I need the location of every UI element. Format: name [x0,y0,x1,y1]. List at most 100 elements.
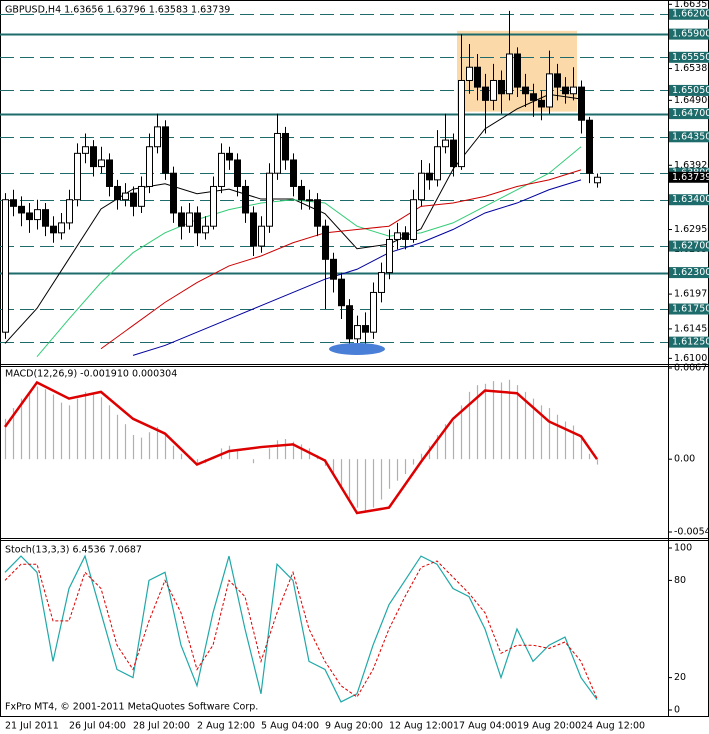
frame [0,0,709,717]
y-tick-label: 0.006774 [674,363,709,374]
candle-body [42,209,49,227]
candle-body [130,192,137,207]
x-tick-label: 26 Jul 04:00 [69,721,126,732]
level-label-bg [669,51,709,63]
candle-body [74,152,81,201]
candle-body [410,199,417,240]
candle-body [210,185,217,227]
candle-body [98,159,105,168]
candle-body [82,146,89,154]
x-tick-label: 28 Jul 20:00 [133,721,190,732]
candle-body [562,86,569,95]
candle-body [226,152,233,161]
y-tick-label: 1.62950 [674,224,709,235]
highlight-ellipse [329,343,385,355]
candle-body [434,146,441,181]
candle-body [290,159,297,187]
level-label: 1.66200 [672,9,709,20]
candle-body [10,199,17,207]
candle-body [570,86,577,95]
x-tick-label: 5 Aug 04:00 [261,721,319,732]
candle-body [514,53,521,88]
candle-body [274,132,281,174]
candle-body [530,93,537,101]
candle-body [594,176,601,184]
candle-body [138,185,145,207]
x-tick-label: 21 Jul 2011 [5,721,59,732]
candle-body [26,212,33,221]
candle-body [258,225,265,247]
candle-body [298,185,305,201]
level-label-bg [669,194,709,206]
x-tick-label: 17 Aug 04:00 [453,721,517,732]
level-label: 1.64700 [672,108,709,119]
candle-body [330,258,337,280]
level-label: 1.65550 [672,52,709,63]
candle-body [170,172,177,214]
candle-body [546,73,553,108]
macd-signal [3,380,599,515]
candle-body [498,79,505,95]
candle-body [466,66,473,81]
candle-body [154,126,161,148]
level-label: 1.61750 [672,304,709,315]
candle-body [250,212,257,247]
candle-body [234,159,241,187]
candle-body [402,232,409,240]
y-tick-label: 1.61975 [674,289,709,300]
candle-body [202,225,209,234]
chart-title: GBPUSD,H4 1.63656 1.63796 1.63583 1.6373… [5,5,230,16]
candle-body [162,126,169,174]
candle-body [322,225,329,260]
candle-body [146,146,153,187]
level-label: 1.62700 [672,241,709,252]
candle-body [266,172,273,227]
candle-body [522,86,529,95]
moving-average [100,169,582,350]
y-tick-label: 80 [674,575,686,586]
candle-body [426,172,433,181]
level-label: 1.65050 [672,85,709,96]
y-tick-label: 1.65380 [674,63,709,74]
stoch-title: Stoch(13,3,3) 6.4536 7.0687 [5,545,142,556]
candle-body [578,86,585,121]
footer: FxPro MT4, © 2001-2011 MetaQuotes Softwa… [5,702,258,713]
level-label-bg [669,108,709,120]
candle-body [482,86,489,101]
candle-body [474,66,481,88]
candle-body [90,146,97,168]
candle-body [34,209,41,221]
x-tick-label: 19 Aug 20:00 [517,721,581,732]
candle-body [194,212,201,234]
candle-body [378,272,385,293]
candle-body [66,199,73,224]
candle-body [242,185,249,214]
candle-body [314,199,321,227]
candle-body [418,172,425,201]
macd-title: MACD(12,26,9) -0.001910 0.000304 [5,369,177,380]
candle-body [386,238,393,274]
candle-body [50,225,57,234]
candle-body [306,199,313,202]
candle-body [282,132,289,161]
y-tick-label: 1.61450 [674,323,709,334]
candle-body [122,192,129,201]
x-tick-label: 24 Aug 12:00 [581,721,645,732]
y-tick-label: 0.00 [674,454,695,465]
level-label-bg [669,240,709,252]
stoch-signal [4,560,598,699]
candle-body [370,291,377,333]
candle-body [586,119,593,174]
y-tick-label: 1.64900 [674,95,709,106]
level-label-bg [669,267,709,279]
level-label-bg [669,336,709,348]
moving-average [132,179,582,356]
candle-body [2,199,9,333]
candle-body [178,212,185,227]
y-tick-label: 1.66350 [674,0,709,10]
x-tick-label: 12 Aug 12:00 [389,721,453,732]
y-tick-label: 0 [674,705,680,716]
